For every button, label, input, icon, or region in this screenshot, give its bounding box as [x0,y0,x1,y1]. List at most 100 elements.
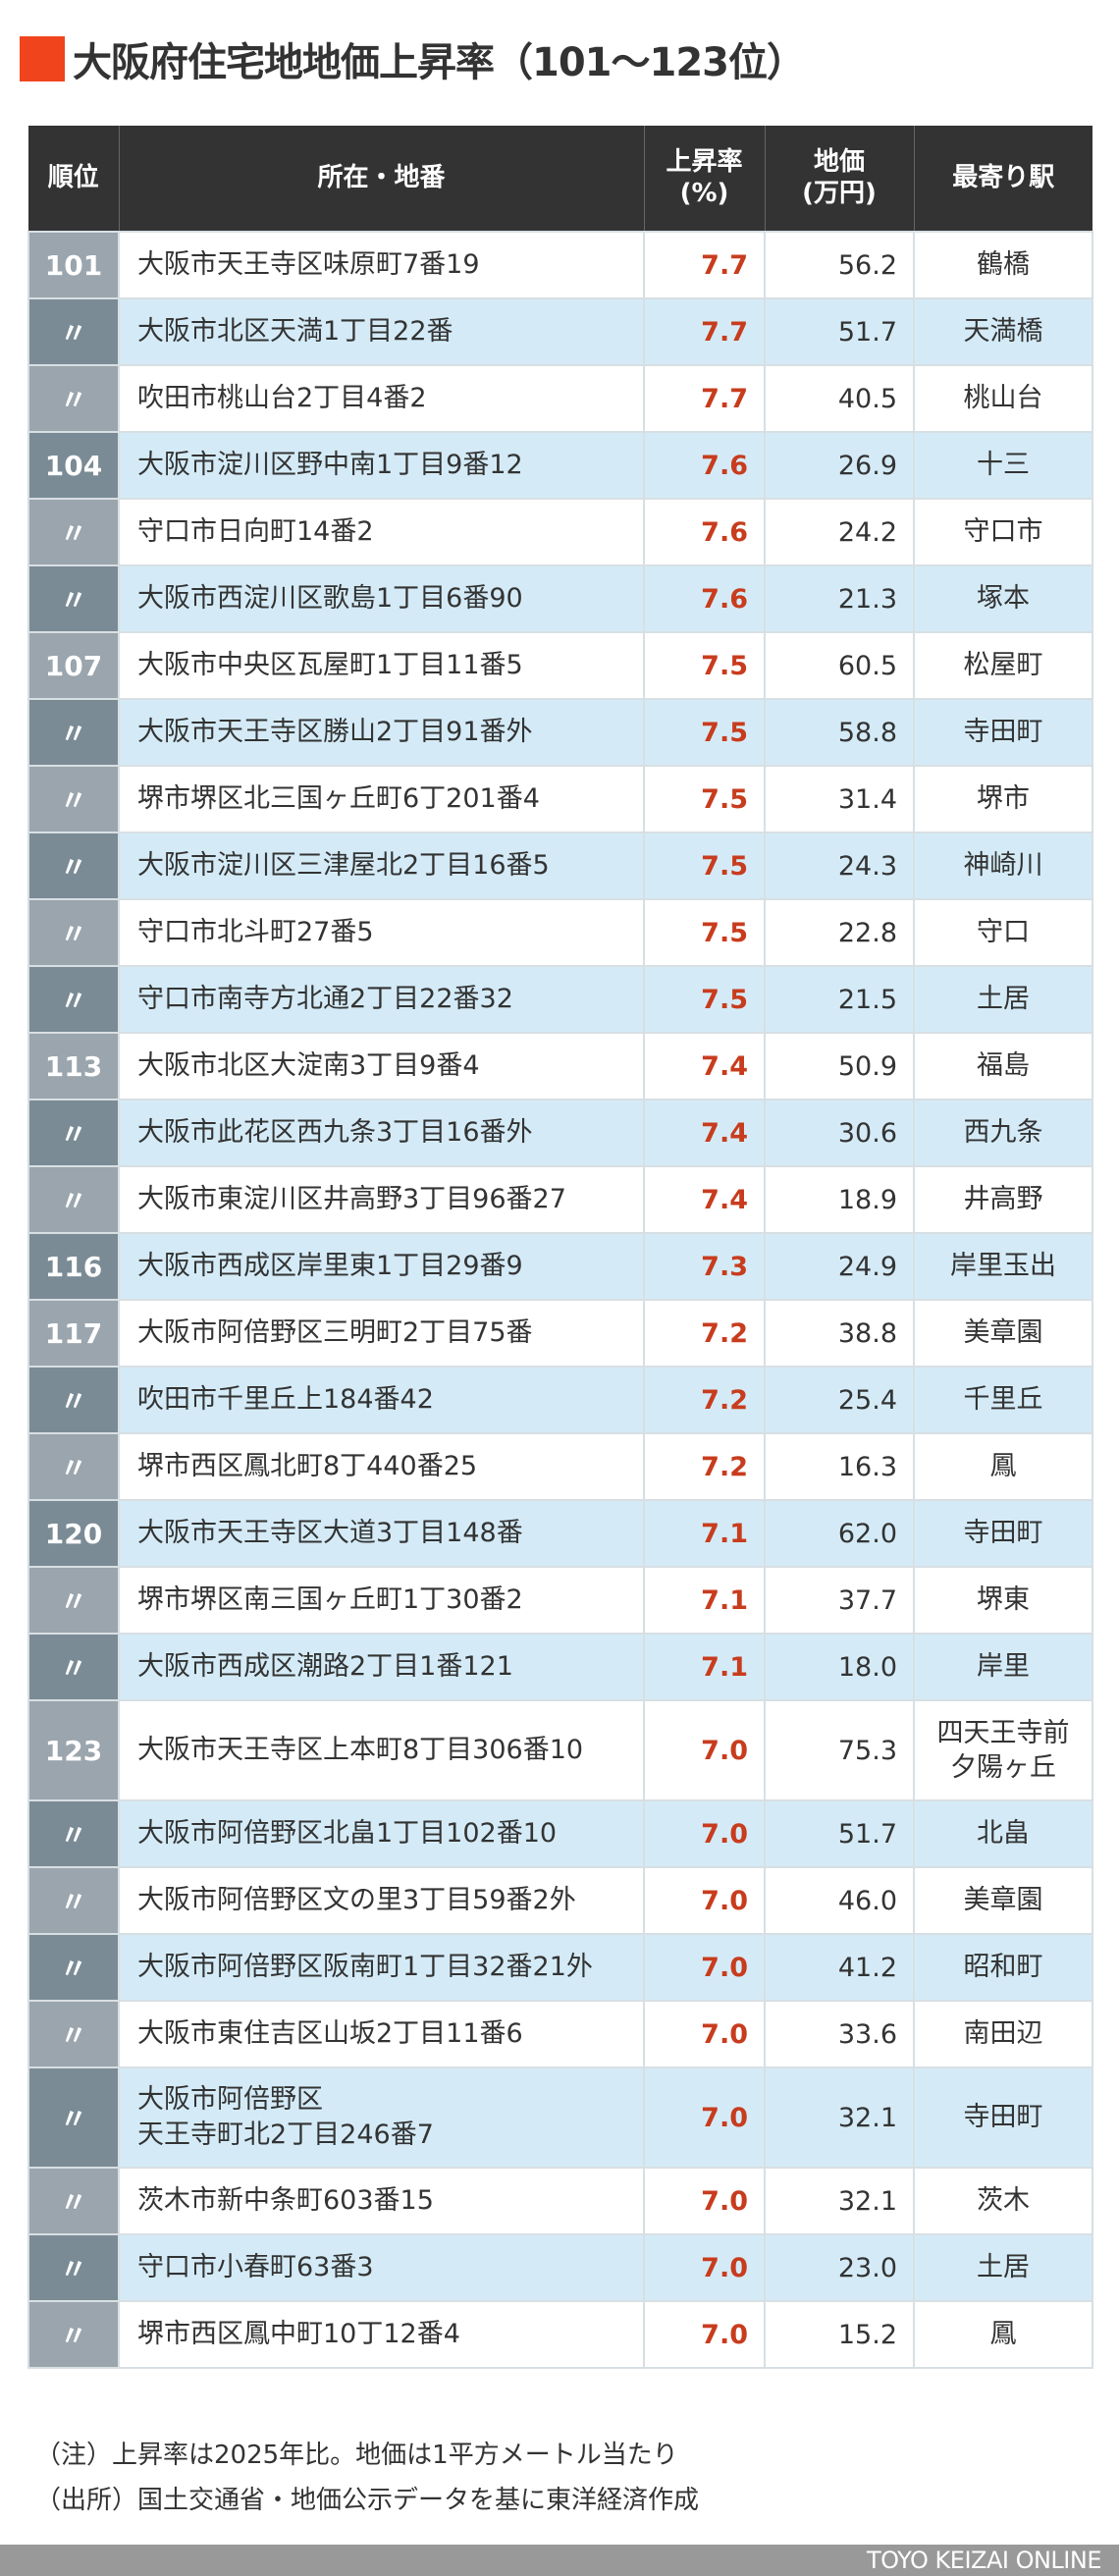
price-cell: 23.0 [764,2233,915,2302]
header-rank: 順位 [28,126,120,232]
price-cell: 37.7 [764,1566,915,1635]
rate-cell: 7.6 [643,564,766,633]
brand-label: TOYO KEIZAI ONLINE [866,2547,1102,2574]
price-cell: 21.5 [764,965,915,1034]
address-cell: 大阪市淀川区野中南1丁目9番12 [118,431,645,500]
rate-cell: 7.1 [643,1633,766,1701]
rate-cell: 7.5 [643,631,766,700]
address-cell: 大阪市阿倍野区三明町2丁目75番 [118,1299,645,1368]
rate-cell: 7.3 [643,1232,766,1301]
station-cell: 岸里 [913,1633,1093,1701]
title-marker-icon [20,36,65,81]
address-cell: 守口市日向町14番2 [118,498,645,566]
rank-cell: 116 [27,1232,120,1301]
rank-cell: 〃 [27,364,120,433]
address-cell: 大阪市北区天満1丁目22番 [118,297,645,366]
price-cell: 16.3 [764,1432,915,1501]
address-cell: 吹田市千里丘上184番42 [118,1366,645,1434]
rank-cell: 101 [27,231,120,299]
price-cell: 30.6 [764,1099,915,1167]
station-cell: 堺東 [913,1566,1093,1635]
price-cell: 51.7 [764,1799,915,1868]
rank-cell: 〃 [27,765,120,833]
price-cell: 22.8 [764,898,915,967]
table-row: 〃大阪市東淀川区井高野3丁目96番27 7.4 18.9 井高野 [27,1165,1093,1234]
price-cell: 50.9 [764,1032,915,1100]
price-cell: 24.2 [764,498,915,566]
rate-cell: 7.4 [643,1032,766,1100]
rate-cell: 7.0 [643,1799,766,1868]
rank-cell: 〃 [27,898,120,967]
table-row: 〃大阪市阿倍野区北畠1丁目102番10 7.0 51.7 北畠 [27,1799,1093,1868]
rank-cell: 〃 [27,1633,120,1701]
price-cell: 24.3 [764,832,915,900]
address-cell: 大阪市阿倍野区文の里3丁目59番2外 [118,1866,645,1935]
station-cell: 守口 [913,898,1093,967]
price-cell: 24.9 [764,1232,915,1301]
table-row: 〃大阪市阿倍野区 天王寺町北2丁目246番7 7.0 32.1 寺田町 [27,2066,1093,2169]
station-cell: 堺市 [913,765,1093,833]
rank-cell: 〃 [27,698,120,767]
station-cell: 茨木 [913,2167,1093,2235]
address-cell: 大阪市東淀川区井高野3丁目96番27 [118,1165,645,1234]
rank-cell: 〃 [27,1799,120,1868]
address-cell: 大阪市中央区瓦屋町1丁目11番5 [118,631,645,700]
address-cell: 大阪市東住吉区山坂2丁目11番6 [118,2000,645,2068]
table-row: 〃堺市堺区北三国ヶ丘町6丁201番4 7.5 31.4 堺市 [27,765,1093,833]
rank-cell: 117 [27,1299,120,1368]
header-station: 最寄り駅 [914,126,1092,232]
address-cell: 大阪市阿倍野区 天王寺町北2丁目246番7 [118,2066,645,2169]
station-cell: 西九条 [913,1099,1093,1167]
table-row: 〃堺市西区鳳中町10丁12番4 7.0 15.2 鳳 [27,2300,1093,2369]
price-cell: 21.3 [764,564,915,633]
note-text: （注）上昇率は2025年比。地価は1平方メートル当たり [35,2441,678,2470]
rank-cell: 〃 [27,1099,120,1167]
address-cell: 守口市南寺方北通2丁目22番32 [118,965,645,1034]
price-cell: 60.5 [764,631,915,700]
price-cell: 40.5 [764,364,915,433]
price-cell: 32.1 [764,2167,915,2235]
station-cell: 寺田町 [913,1499,1093,1568]
rate-cell: 7.5 [643,965,766,1034]
table-row: 〃堺市西区鳳北町8丁440番25 7.2 16.3 鳳 [27,1432,1093,1501]
header-address: 所在・地番 [119,126,645,232]
header-price-line2: (万円) [802,178,877,208]
price-cell: 33.6 [764,2000,915,2068]
address-cell: 堺市堺区北三国ヶ丘町6丁201番4 [118,765,645,833]
station-cell: 四天王寺前 夕陽ヶ丘 [913,1699,1093,1801]
price-cell: 75.3 [764,1699,915,1801]
table-row: 〃大阪市此花区西九条3丁目16番外 7.4 30.6 西九条 [27,1099,1093,1167]
rate-cell: 7.0 [643,1866,766,1935]
station-cell: 美章園 [913,1299,1093,1368]
table-row: 〃堺市堺区南三国ヶ丘町1丁30番2 7.1 37.7 堺東 [27,1566,1093,1635]
price-cell: 38.8 [764,1299,915,1368]
station-cell: 岸里玉出 [913,1232,1093,1301]
rank-cell: 120 [27,1499,120,1568]
rank-cell: 〃 [27,2000,120,2068]
rate-cell: 7.6 [643,431,766,500]
table-row: 107 大阪市中央区瓦屋町1丁目11番5 7.5 60.5 松屋町 [27,631,1093,700]
table-row: 116 大阪市西成区岸里東1丁目29番9 7.3 24.9 岸里玉出 [27,1232,1093,1301]
rank-cell: 〃 [27,564,120,633]
rate-cell: 7.5 [643,832,766,900]
rate-cell: 7.1 [643,1566,766,1635]
table-body: 101 大阪市天王寺区味原町7番19 7.7 56.2 鶴橋〃大阪市北区天満1丁目22番… [27,231,1093,2369]
rate-cell: 7.2 [643,1299,766,1368]
rank-cell: 〃 [27,1933,120,2002]
rank-cell: 〃 [27,2300,120,2369]
rate-cell: 7.5 [643,765,766,833]
station-cell: 塚本 [913,564,1093,633]
table-header-row: 順位 所在・地番 上昇率 (%) 地価 (万円) 最寄り駅 [28,126,1092,232]
table-row: 117 大阪市阿倍野区三明町2丁目75番 7.2 38.8 美章園 [27,1299,1093,1368]
rank-cell: 104 [27,431,120,500]
header-rate: 上昇率 (%) [644,126,766,232]
price-cell: 56.2 [764,231,915,299]
price-cell: 46.0 [764,1866,915,1935]
station-cell: 美章園 [913,1866,1093,1935]
rank-cell: 〃 [27,1165,120,1234]
title-text: 大阪府住宅地地価上昇率（101〜123位） [73,40,806,85]
address-cell: 堺市西区鳳中町10丁12番4 [118,2300,645,2369]
address-cell: 大阪市天王寺区上本町8丁目306番10 [118,1699,645,1801]
chart-title: 大阪府住宅地地価上昇率（101〜123位） [20,29,806,88]
table-row: 120 大阪市天王寺区大道3丁目148番 7.1 62.0 寺田町 [27,1499,1093,1568]
